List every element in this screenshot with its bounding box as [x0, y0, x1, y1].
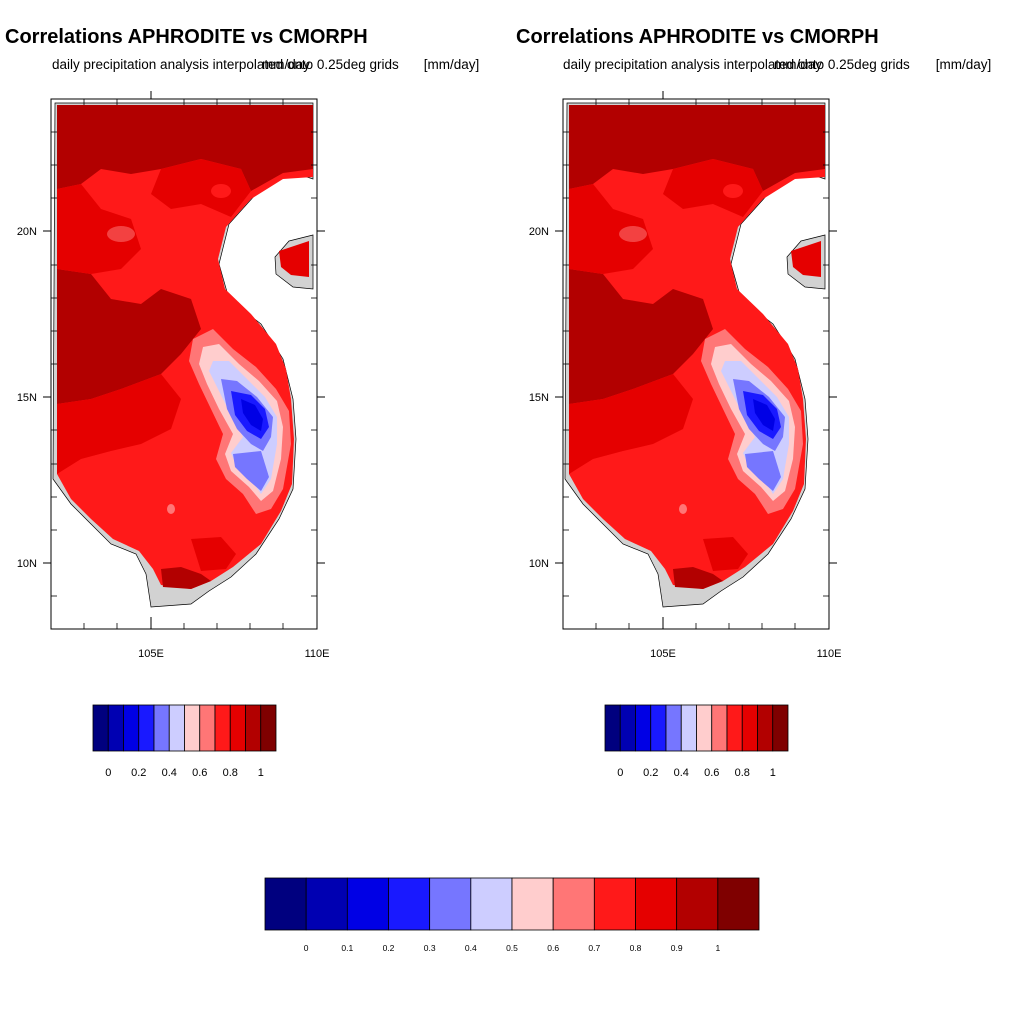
colorbar-swatch — [260, 704, 277, 752]
colorbar-swatch — [184, 704, 201, 752]
map-panel-1: 105E 110E 10N 15N 20N — [17, 90, 330, 660]
colorbar-swatch — [552, 877, 595, 931]
colorbar-swatch — [346, 877, 389, 931]
lat-tick-label: 10N — [17, 558, 37, 570]
map-panel-2: 105E 110E 10N 15N 20N — [529, 90, 842, 660]
colorbar-label: 0.2 — [643, 767, 658, 779]
colorbar-label: 0.1 — [341, 943, 353, 953]
colorbar-swatch — [717, 877, 760, 931]
colorbar-label: 0.4 — [465, 943, 477, 953]
colorbar-swatch — [123, 704, 140, 752]
colorbar-label: 0.6 — [192, 767, 207, 779]
colorbar-swatch — [429, 877, 472, 931]
panel-1-unit-overlay: [mm/day] — [423, 57, 480, 72]
colorbar-swatch — [757, 704, 774, 752]
colorbar-label: 0.3 — [424, 943, 436, 953]
colorbar-label: 0.2 — [131, 767, 146, 779]
colorbar-label: 1 — [770, 767, 776, 779]
colorbar-label: 0.5 — [506, 943, 518, 953]
panel-1-title: Correlations APHRODITE vs CMORPH — [5, 26, 368, 48]
panel-1-unit-label: mm/day [mm/day] — [262, 57, 479, 72]
colorbar-swatch — [264, 877, 307, 931]
lat-tick-label: 15N — [529, 392, 549, 404]
colorbar-main: 0 0.1 0.2 0.3 0.4 0.5 0.6 0.7 0.8 0.9 1 — [264, 877, 760, 953]
colorbar-panel-1: 0 0.2 0.4 0.6 0.8 1 — [92, 704, 277, 779]
lon-tick-label: 110E — [817, 648, 842, 660]
colorbar-swatch — [619, 704, 636, 752]
colorbar-swatch — [593, 877, 636, 931]
colorbar-label: 0 — [304, 943, 309, 953]
colorbar-label: 0.2 — [383, 943, 395, 953]
colorbar-swatch — [199, 704, 216, 752]
colorbar-swatch — [470, 877, 513, 931]
colorbar-swatch — [676, 877, 719, 931]
colorbar-swatch — [665, 704, 682, 752]
colorbar-swatch — [635, 704, 652, 752]
panel-2-unit-overlay: [mm/day] — [935, 57, 992, 72]
colorbar-label: 0.6 — [704, 767, 719, 779]
colorbar-swatch — [153, 704, 170, 752]
colorbar-panel-2: 0 0.2 0.4 0.6 0.8 1 — [604, 704, 789, 779]
panel-1-right-label: mm/day — [262, 57, 311, 72]
colorbar-swatch — [388, 877, 431, 931]
colorbar-swatch — [138, 704, 155, 752]
colorbar-label: 0.8 — [735, 767, 750, 779]
lat-tick-label: 15N — [17, 392, 37, 404]
colorbar-label: 1 — [258, 767, 264, 779]
colorbar-swatch — [726, 704, 743, 752]
colorbar-swatch — [214, 704, 231, 752]
panel-2-right-label: mm/day — [774, 57, 823, 72]
colorbar-swatch — [680, 704, 697, 752]
colorbar-swatch — [245, 704, 262, 752]
colorbar-label: 0 — [105, 767, 111, 779]
colorbar-label: 0.8 — [223, 767, 238, 779]
colorbar-swatch — [229, 704, 246, 752]
colorbar-swatch — [635, 877, 678, 931]
colorbar-swatch — [107, 704, 124, 752]
panel-1-subtitle: daily precipitation analysis interpolate… — [52, 57, 399, 72]
lon-tick-label: 105E — [138, 648, 164, 660]
colorbar-swatch — [772, 704, 789, 752]
colorbar-swatch — [168, 704, 185, 752]
colorbar-swatch — [650, 704, 667, 752]
colorbar-swatch — [92, 704, 109, 752]
colorbar-swatch — [696, 704, 713, 752]
colorbar-label: 0.7 — [588, 943, 600, 953]
lat-tick-label: 20N — [529, 226, 549, 238]
colorbar-swatch — [511, 877, 554, 931]
panel-2-subtitle: daily precipitation analysis interpolate… — [563, 57, 910, 72]
colorbar-swatch — [305, 877, 348, 931]
panel-2-unit-label: mm/day [mm/day] — [774, 57, 991, 72]
colorbar-label: 0.4 — [162, 767, 177, 779]
colorbar-swatch — [741, 704, 758, 752]
colorbar-label: 0.9 — [671, 943, 683, 953]
lat-tick-label: 20N — [17, 226, 37, 238]
colorbar-label: 0 — [617, 767, 623, 779]
colorbar-label: 1 — [715, 943, 720, 953]
colorbar-label: 0.4 — [674, 767, 689, 779]
lon-tick-label: 105E — [650, 648, 676, 660]
lon-tick-label: 110E — [305, 648, 330, 660]
colorbar-label: 0.8 — [630, 943, 642, 953]
panel-2-title: Correlations APHRODITE vs CMORPH — [516, 26, 879, 48]
colorbar-swatch — [711, 704, 728, 752]
colorbar-swatch — [604, 704, 621, 752]
colorbar-label: 0.6 — [547, 943, 559, 953]
lat-tick-label: 10N — [529, 558, 549, 570]
